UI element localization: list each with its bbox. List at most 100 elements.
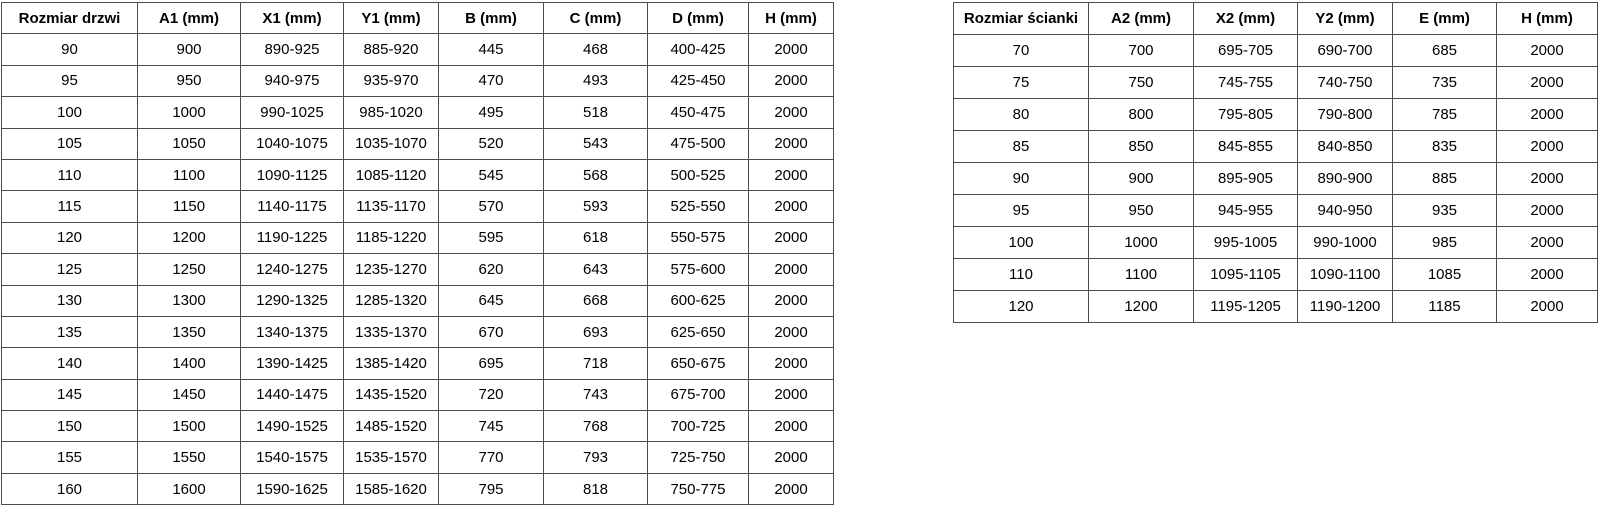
table-cell: 1040-1075 [240, 127, 344, 160]
header-row: Rozmiar drzwi A1 (mm) X1 (mm) Y1 (mm) B (mm)… [1, 1, 834, 35]
table-cell: 900 [1088, 162, 1194, 195]
table-cell: 120 [1, 221, 138, 255]
table-cell: 2000 [1496, 98, 1598, 131]
wall-size-table: Rozmiar ścianki A2 (mm) X2 (mm) Y2 (mm) E (m… [953, 2, 1598, 323]
table-row: 130 1300 1290-1325 1285-1320 645 668 600-625 20… [1, 284, 834, 317]
table-cell: 990-1025 [240, 96, 344, 129]
table-cell: 130 [1, 284, 138, 317]
table-row: 160 1600 1590-1625 1585-1620 795 818 750-775 20… [1, 472, 834, 506]
table-cell: 700-725 [647, 410, 749, 443]
table-cell: 120 [953, 290, 1089, 323]
column-header: A1 (mm) [137, 1, 241, 35]
table-cell: 75 [953, 66, 1089, 99]
table-cell: 95 [953, 194, 1089, 227]
column-header: Rozmiar ścianki [953, 2, 1089, 35]
table-cell: 1090-1100 [1297, 258, 1393, 291]
table-cell: 795-805 [1193, 98, 1298, 131]
table-cell: 768 [543, 410, 648, 443]
table-cell: 618 [543, 221, 648, 255]
table-row: 95 950 945-955 940-950 935 2000 [953, 194, 1598, 227]
table-cell: 645 [438, 284, 544, 317]
table-cell: 1250 [137, 253, 241, 286]
table-cell: 2000 [748, 472, 834, 506]
table-row: 105 1050 1040-1075 1035-1070 520 543 475-500 20… [1, 127, 834, 160]
table-cell: 685 [1392, 34, 1497, 67]
table-cell: 125 [1, 253, 138, 286]
table-cell: 470 [438, 64, 544, 98]
table-cell: 518 [543, 96, 648, 129]
table-row: 75 750 745-755 740-750 735 2000 [953, 66, 1598, 99]
table-cell: 2000 [748, 158, 834, 192]
column-header: Y1 (mm) [343, 1, 439, 35]
table-row: 110 1100 1090-1125 1085-1120 545 568 500-525 20… [1, 158, 834, 192]
table-cell: 90 [953, 162, 1089, 195]
table-cell: 1035-1070 [343, 127, 439, 160]
table-cell: 145 [1, 378, 138, 412]
table-cell: 1350 [137, 315, 241, 349]
table-cell: 2000 [748, 221, 834, 255]
table-cell: 500-525 [647, 158, 749, 192]
table-cell: 695 [438, 347, 544, 380]
table-cell: 835 [1392, 130, 1497, 163]
column-header: E (mm) [1392, 2, 1497, 35]
table-cell: 745-755 [1193, 66, 1298, 99]
table-cell: 140 [1, 347, 138, 380]
table-cell: 2000 [748, 441, 834, 474]
table-cell: 2000 [748, 253, 834, 286]
table-cell: 800 [1088, 98, 1194, 131]
table-row: 115 1150 1140-1175 1135-1170 570 593 525-550 20… [1, 190, 834, 223]
table-cell: 650-675 [647, 347, 749, 380]
table-cell: 985-1020 [343, 96, 439, 129]
table-cell: 593 [543, 190, 648, 223]
table-row: 90 900 890-925 885-920 445 468 400-425 2000 [1, 33, 834, 66]
table-row: 120 1200 1190-1225 1185-1220 595 618 550-575 20… [1, 221, 834, 255]
column-header: X2 (mm) [1193, 2, 1298, 35]
table-row: 155 1550 1540-1575 1535-1570 770 793 725-750 20… [1, 441, 834, 474]
table-cell: 675-700 [647, 378, 749, 412]
table-cell: 400-425 [647, 33, 749, 66]
table-cell: 2000 [748, 410, 834, 443]
table-cell: 2000 [1496, 130, 1598, 163]
table-cell: 1095-1105 [1193, 258, 1298, 291]
table-row: 100 1000 990-1025 985-1020 495 518 450-475 2000 [1, 96, 834, 129]
table-cell: 2000 [1496, 258, 1598, 291]
header-row: Rozmiar ścianki A2 (mm) X2 (mm) Y2 (mm) E (m… [953, 2, 1598, 35]
table-cell: 1185 [1392, 290, 1497, 323]
table-row: 150 1500 1490-1525 1485-1520 745 768 700-725 20… [1, 410, 834, 443]
table-cell: 110 [1, 158, 138, 192]
column-header: C (mm) [543, 1, 648, 35]
table-cell: 785 [1392, 98, 1497, 131]
table-cell: 110 [953, 258, 1089, 291]
table-cell: 568 [543, 158, 648, 192]
table-cell: 1285-1320 [343, 284, 439, 317]
table-cell: 2000 [748, 64, 834, 98]
table-cell: 90 [1, 33, 138, 66]
table-cell: 1090-1125 [240, 158, 344, 192]
table-cell: 1100 [1088, 258, 1194, 291]
table-row: 95 950 940-975 935-970 470 493 425-450 2000 [1, 64, 834, 98]
table-cell: 940-950 [1297, 194, 1393, 227]
table-cell: 468 [543, 33, 648, 66]
table-cell: 495 [438, 96, 544, 129]
table-cell: 1535-1570 [343, 441, 439, 474]
table-cell: 750-775 [647, 472, 749, 506]
table-cell: 1335-1370 [343, 315, 439, 349]
table-cell: 1585-1620 [343, 472, 439, 506]
table-cell: 1000 [1088, 226, 1194, 259]
table-cell: 1000 [137, 96, 241, 129]
table-cell: 600-625 [647, 284, 749, 317]
table-row: 85 850 845-855 840-850 835 2000 [953, 130, 1598, 163]
table-cell: 1140-1175 [240, 190, 344, 223]
table-row: 100 1000 995-1005 990-1000 985 2000 [953, 226, 1598, 259]
table-cell: 1235-1270 [343, 253, 439, 286]
table-cell: 1240-1275 [240, 253, 344, 286]
table-cell: 70 [953, 34, 1089, 67]
table-cell: 1085 [1392, 258, 1497, 291]
table-cell: 620 [438, 253, 544, 286]
table-row: 80 800 795-805 790-800 785 2000 [953, 98, 1598, 131]
table-cell: 935-970 [343, 64, 439, 98]
table-row: 125 1250 1240-1275 1235-1270 620 643 575-600 20… [1, 253, 834, 286]
table-cell: 950 [1088, 194, 1194, 227]
table-cell: 718 [543, 347, 648, 380]
column-header: Y2 (mm) [1297, 2, 1393, 35]
